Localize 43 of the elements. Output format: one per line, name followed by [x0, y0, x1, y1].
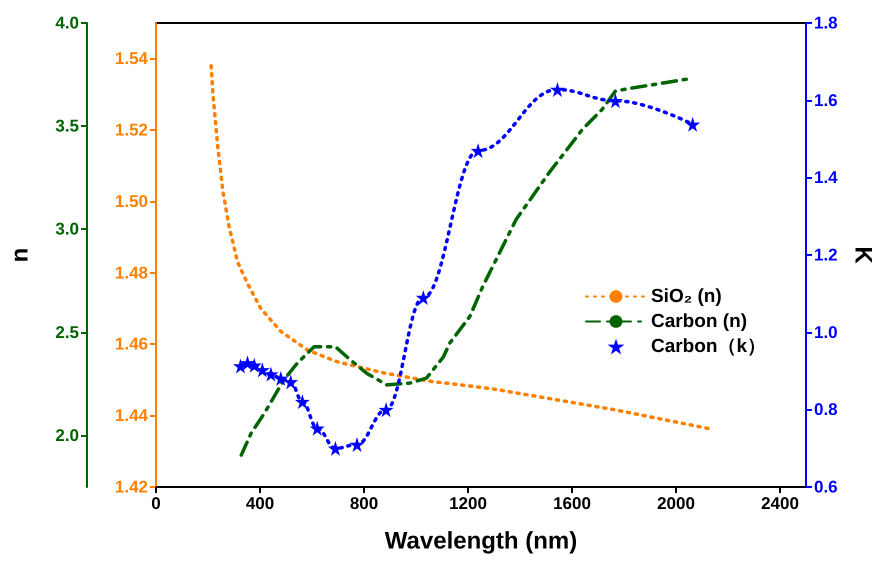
point	[263, 366, 278, 382]
point	[273, 370, 288, 386]
x-tick-label: 2400	[761, 494, 799, 513]
y3-tick-label: 2.5	[55, 322, 79, 342]
y3-tick-label: 2.0	[55, 426, 79, 445]
legend-label: Carbon（k）	[651, 336, 766, 357]
y2-tick-label: 1.6	[814, 90, 838, 110]
y-tick-label: 1.48	[114, 263, 148, 282]
y2-tick-label: 0.6	[814, 478, 838, 496]
y3-tick-label: 3.0	[55, 220, 79, 239]
y-axis-title: n	[6, 248, 34, 262]
point	[550, 82, 565, 98]
y3-tick-label: 3.5	[55, 116, 79, 136]
x-axis-title: Wavelength (nm)	[384, 528, 578, 554]
point	[378, 402, 394, 418]
x-tick-label: 400	[246, 494, 274, 513]
y2-tick-label: 0.8	[814, 400, 838, 420]
legend-label: Carbon (n)	[651, 311, 748, 332]
y2-tick-label: 1.8	[814, 14, 838, 32]
x-tick-label: 800	[350, 494, 378, 513]
y2-tick-label: 1.4	[814, 168, 838, 188]
y-tick-label: 1.46	[114, 334, 148, 354]
y3-tick-label: 4.0	[55, 14, 79, 32]
point	[310, 420, 325, 436]
legend-label: SiO₂ (n)	[651, 286, 722, 307]
y2-axis-title: K	[850, 246, 876, 264]
y-tick-label: 1.50	[114, 192, 148, 211]
x-tick-label: 1600	[553, 494, 591, 513]
x-tick-label: 1200	[449, 494, 487, 513]
y-tick-label: 1.42	[114, 478, 148, 496]
x-tick-label: 2000	[657, 494, 695, 513]
point	[685, 116, 700, 132]
point	[294, 394, 310, 410]
y2-tick-label: 1.2	[814, 246, 838, 264]
y2-tick-label: 1.0	[814, 322, 838, 342]
point	[608, 93, 623, 108]
point	[283, 374, 298, 390]
y-tick-label: 1.44	[114, 406, 149, 426]
point	[416, 290, 431, 306]
x-tick-label: 0	[151, 494, 161, 513]
point	[349, 436, 364, 452]
y-tick-label: 1.52	[114, 120, 148, 140]
y-tick-label: 1.54	[114, 49, 149, 68]
